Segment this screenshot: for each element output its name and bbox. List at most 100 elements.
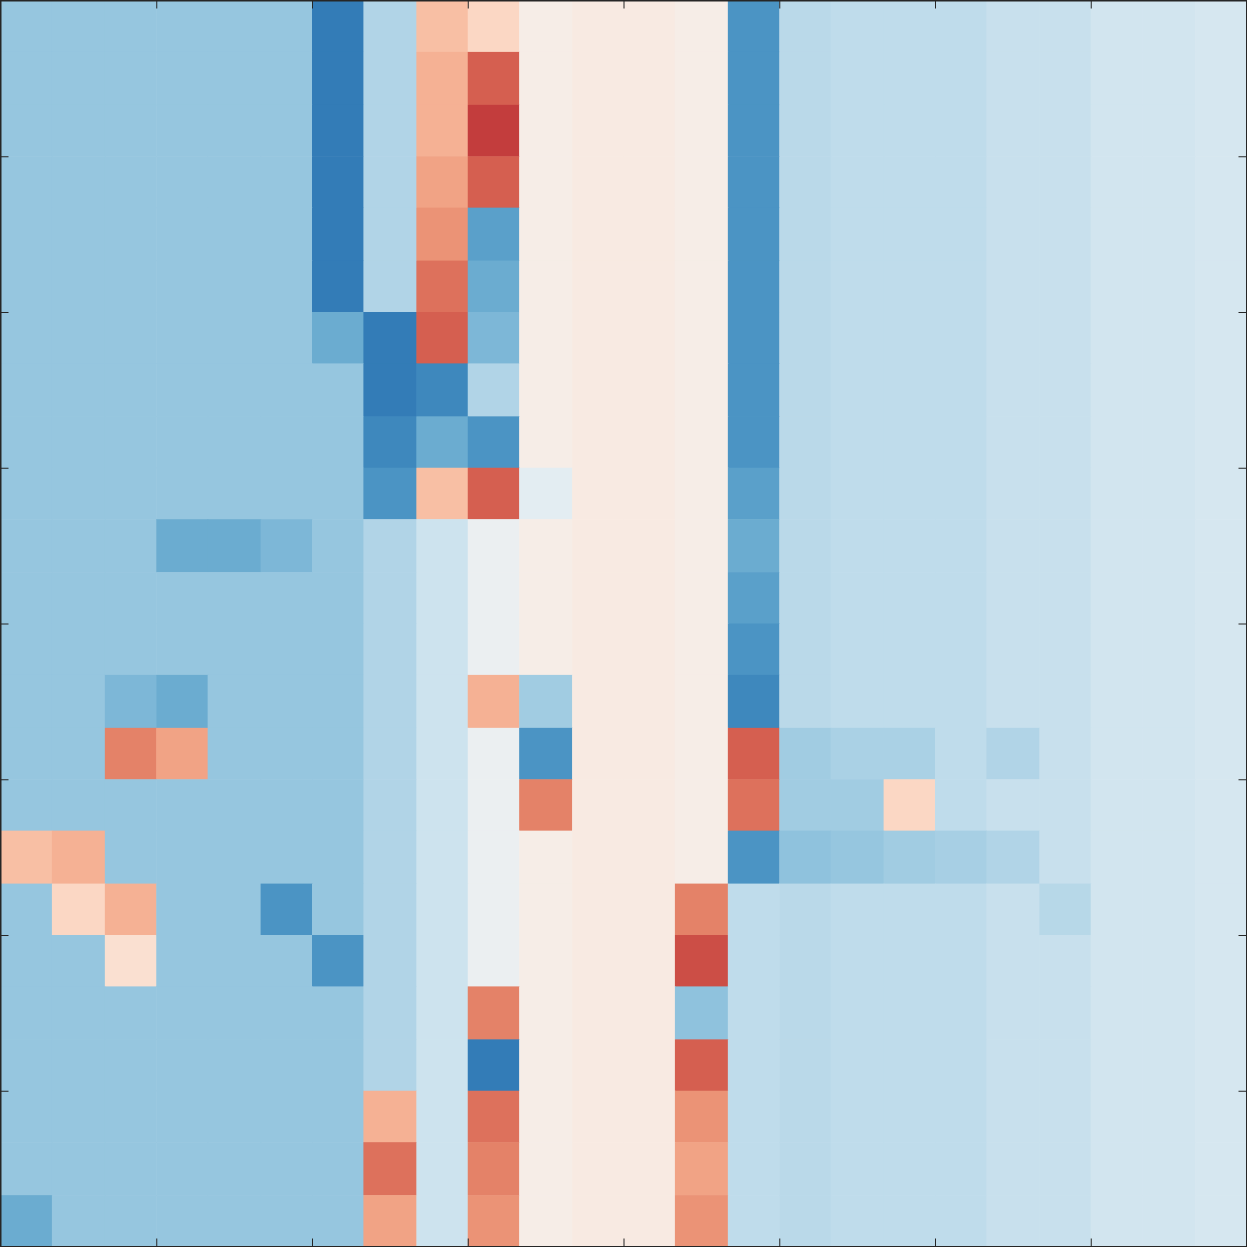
cell (624, 1, 676, 53)
cell (1142, 416, 1196, 468)
cell (1, 572, 53, 624)
tick (779, 1239, 780, 1247)
cell (779, 156, 831, 208)
cell (779, 1, 831, 53)
cell (519, 519, 573, 573)
cell (52, 105, 106, 157)
cell (1, 1195, 53, 1246)
cell (105, 519, 157, 573)
cell (1091, 779, 1143, 831)
cell (675, 935, 729, 987)
cell (1039, 208, 1091, 262)
cell (416, 624, 468, 676)
cell (105, 156, 157, 208)
cell (519, 624, 573, 676)
cell (52, 1, 106, 53)
x-axis-top (1, 1, 1247, 9)
cell (1, 156, 53, 208)
cell (1039, 1195, 1091, 1246)
cell (1091, 156, 1143, 208)
cell (312, 728, 364, 780)
cell (416, 52, 468, 106)
cell (519, 572, 573, 624)
cell (728, 208, 780, 262)
cell (156, 884, 208, 936)
cell (1195, 986, 1246, 1040)
cell (572, 831, 624, 885)
cell (935, 779, 987, 831)
cell (624, 986, 676, 1040)
cell (779, 261, 831, 313)
cell (572, 261, 624, 313)
cell (831, 779, 885, 831)
tick (1, 935, 9, 936)
cell (935, 105, 987, 157)
cell (779, 52, 831, 106)
tick (312, 1, 313, 9)
cell (1142, 261, 1196, 313)
tick-mark (468, 1239, 469, 1247)
cell (1142, 884, 1196, 936)
cell (779, 363, 831, 417)
cell (728, 884, 780, 936)
cell (261, 1039, 313, 1091)
cell (208, 884, 262, 936)
cell (728, 1039, 780, 1091)
cell (312, 1195, 364, 1246)
cell (468, 416, 520, 468)
tick-mark (1, 312, 9, 313)
cell (779, 1142, 831, 1196)
cell (156, 156, 208, 208)
cell (1, 416, 53, 468)
cell (363, 935, 417, 987)
cell (519, 728, 573, 780)
cell (1142, 831, 1196, 885)
cell (675, 1195, 729, 1246)
cell (1039, 935, 1091, 987)
tick-mark (1239, 624, 1247, 625)
cell (105, 416, 157, 468)
cell (572, 363, 624, 417)
cell (779, 779, 831, 831)
cell (312, 1091, 364, 1143)
cell (208, 675, 262, 729)
tick (1, 156, 9, 157)
cell (884, 468, 936, 520)
cell (261, 1, 313, 53)
cell (831, 261, 885, 313)
cell (1, 935, 53, 987)
cell (1, 728, 53, 780)
cell (363, 1039, 417, 1091)
tick (779, 1, 780, 9)
cell (986, 1142, 1040, 1196)
cell (572, 208, 624, 262)
cell (52, 1091, 106, 1143)
cell (312, 156, 364, 208)
cell (986, 208, 1040, 262)
cell (779, 416, 831, 468)
cell (935, 675, 987, 729)
cell (986, 624, 1040, 676)
cell (884, 779, 936, 831)
cell (779, 1091, 831, 1143)
cell (105, 1, 157, 53)
cell (156, 1142, 208, 1196)
cell (105, 675, 157, 729)
cell (1, 831, 53, 885)
cell (312, 468, 364, 520)
cell (986, 986, 1040, 1040)
cell (884, 1142, 936, 1196)
cell (1142, 1, 1196, 53)
cell (624, 779, 676, 831)
cell (728, 156, 780, 208)
cell (208, 519, 262, 573)
cell (208, 52, 262, 106)
cell (572, 416, 624, 468)
cell (986, 1091, 1040, 1143)
cell (105, 52, 157, 106)
cell (363, 105, 417, 157)
cell (624, 208, 676, 262)
cell (1039, 468, 1091, 520)
cell (572, 779, 624, 831)
chart (0, 0, 1247, 1247)
